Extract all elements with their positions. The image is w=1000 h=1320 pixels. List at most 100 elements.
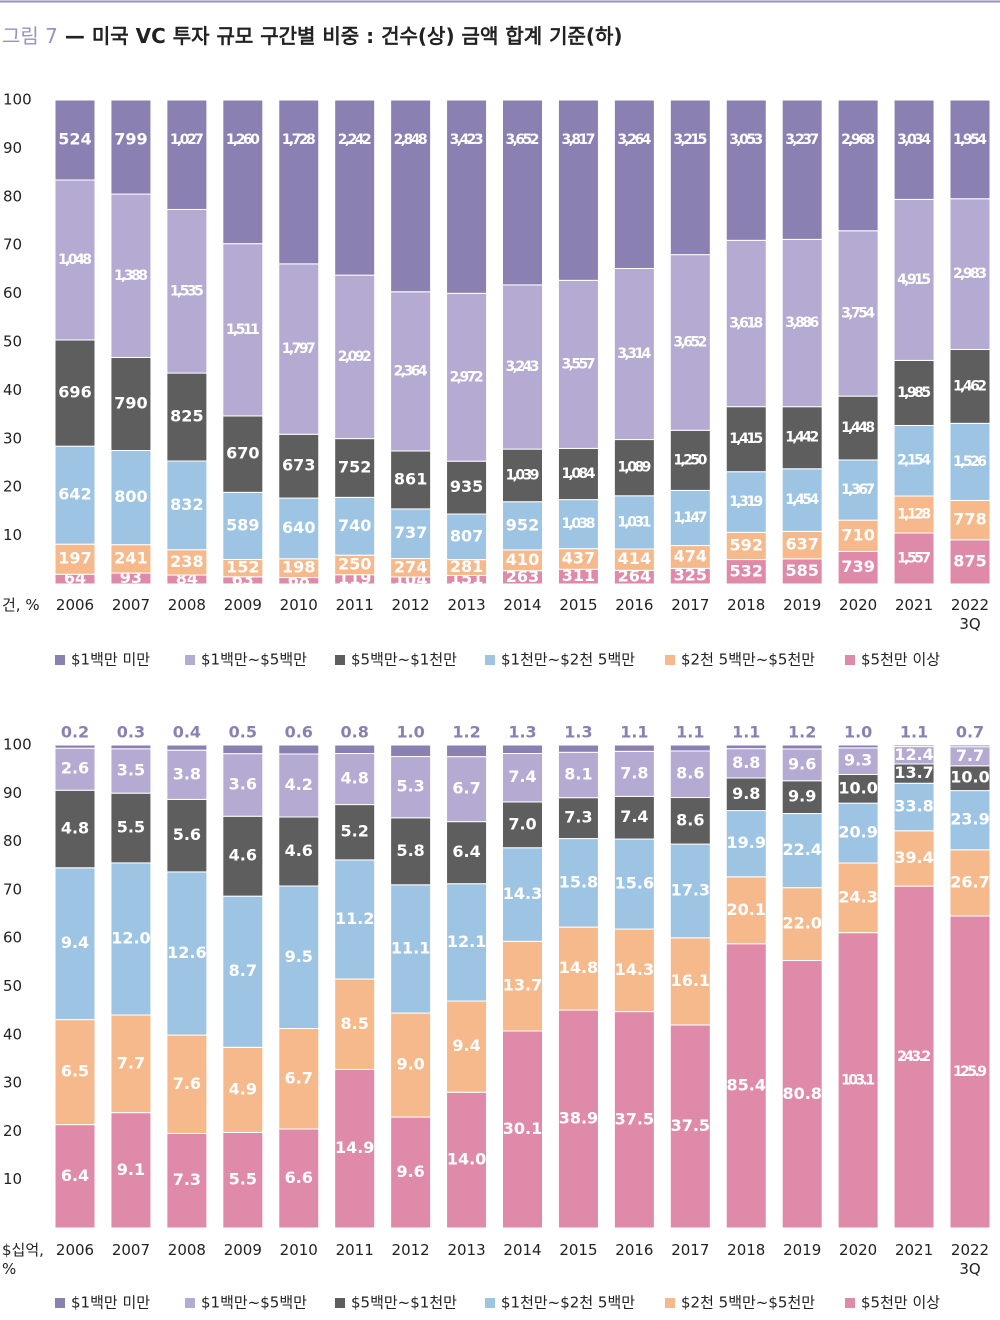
bar-segment xyxy=(446,99,488,294)
data-label: 3,886 xyxy=(785,315,819,331)
bar-segment xyxy=(669,744,711,752)
x-tick-label: 2019 xyxy=(783,1241,822,1259)
data-label: 2.6 xyxy=(61,759,89,778)
data-label: 1,319 xyxy=(729,494,763,510)
bar-segment xyxy=(893,744,935,748)
bar-segment xyxy=(166,1034,208,1134)
bar-segment xyxy=(334,1068,376,1229)
data-label: 125.9 xyxy=(953,1064,987,1080)
data-label: 807 xyxy=(450,526,483,545)
data-label: 7.7 xyxy=(117,1053,145,1072)
data-label: 16.1 xyxy=(671,971,710,990)
data-label: 1,535 xyxy=(170,283,204,299)
data-label: 3,215 xyxy=(673,132,707,148)
bar-segment xyxy=(893,830,935,887)
y-tick-label: 90 xyxy=(3,784,22,802)
data-label: 4.8 xyxy=(61,819,89,838)
y-tick-label: 80 xyxy=(3,187,22,205)
data-label: 4.9 xyxy=(229,1079,257,1098)
data-label: 311 xyxy=(562,566,595,585)
legend-label: $5백만~$1천만 xyxy=(351,651,457,669)
bar-segment xyxy=(502,501,543,551)
data-label: 8.1 xyxy=(564,764,592,783)
data-label: 1.1 xyxy=(676,723,704,742)
legend-swatch xyxy=(665,655,675,665)
y-tick-label: 100 xyxy=(3,736,32,754)
data-label: 1,031 xyxy=(617,514,651,530)
data-label: 3,754 xyxy=(841,305,875,321)
bar-segment xyxy=(110,744,152,750)
x-tick-label: 2017 xyxy=(671,596,710,614)
data-label: 4.8 xyxy=(341,769,369,788)
data-label: 17.3 xyxy=(671,880,710,899)
x-tick-label: 2009 xyxy=(223,596,262,614)
bar-segment xyxy=(669,99,711,256)
data-label: 7.4 xyxy=(620,807,648,826)
y-tick-label: 60 xyxy=(3,929,22,947)
legend-label: $5백만~$1천만 xyxy=(351,1294,457,1312)
legend-swatch xyxy=(845,655,855,665)
bar-segment xyxy=(54,1019,96,1126)
data-label: 4.6 xyxy=(229,846,257,865)
bar-segment xyxy=(557,744,599,753)
data-label: 696 xyxy=(58,383,91,402)
bar-segment xyxy=(390,99,432,293)
bar-segment xyxy=(222,753,264,817)
data-label: 243.2 xyxy=(897,1049,931,1065)
data-label: 14.0 xyxy=(447,1150,486,1169)
x-tick-label: 2021 xyxy=(894,1241,934,1259)
data-label: 1.2 xyxy=(788,723,816,742)
bar-segment xyxy=(725,810,767,878)
legend-label: $1백만 미만 xyxy=(71,1294,150,1312)
data-label: 7.7 xyxy=(956,746,984,765)
bar-segment xyxy=(166,460,208,551)
data-label: 3,652 xyxy=(673,334,707,350)
data-label: 39.4 xyxy=(894,848,933,867)
bar-segment xyxy=(837,99,879,232)
bar-segment xyxy=(949,849,991,917)
bar-segment xyxy=(893,495,935,534)
x-tick-label: 2020 xyxy=(839,1241,878,1259)
bar-segment xyxy=(669,1024,711,1229)
bar-segment xyxy=(110,1112,152,1229)
bar-segment xyxy=(390,450,432,510)
data-label: 10.0 xyxy=(838,778,877,797)
data-label: 1.2 xyxy=(452,723,480,742)
legend-label: $1천만~$2천 5백만 xyxy=(501,651,635,669)
bar-segment xyxy=(446,292,488,462)
bar-segment xyxy=(725,748,767,779)
bar-segment xyxy=(949,198,991,350)
bar-segment xyxy=(725,406,767,473)
legend-label: $1백만~$5백만 xyxy=(201,651,307,669)
data-label: 7.0 xyxy=(508,814,536,833)
y-tick-label: 50 xyxy=(3,333,22,351)
bar-segment xyxy=(837,747,879,776)
data-label: 6.7 xyxy=(452,779,480,798)
bar-segment xyxy=(837,550,879,585)
data-label: 9.3 xyxy=(844,751,872,770)
bar-segment xyxy=(613,928,655,1013)
data-label: 8.5 xyxy=(341,1014,369,1033)
bar-segment xyxy=(893,885,935,1229)
data-label: 778 xyxy=(953,510,986,529)
bar-segment xyxy=(837,744,879,749)
bar-segment xyxy=(502,1030,543,1229)
data-label: 2,364 xyxy=(394,363,428,379)
bar-segment xyxy=(725,99,767,241)
x-tick-label: 2014 xyxy=(503,1241,542,1259)
bar-segment xyxy=(613,495,655,550)
data-label: 5.5 xyxy=(229,1170,257,1189)
data-label: 5.6 xyxy=(173,825,201,844)
legend-label: $2천 5백만~$5천만 xyxy=(681,651,815,669)
legend-swatch xyxy=(665,1298,675,1308)
data-label: 2,092 xyxy=(338,349,372,365)
bar-segment xyxy=(781,813,823,889)
data-label: 0.2 xyxy=(61,723,89,742)
data-label: 2,983 xyxy=(953,266,987,282)
bar-segment xyxy=(725,777,767,812)
x-tick-label: 2013 xyxy=(447,596,486,614)
bar-segment xyxy=(893,424,935,497)
bar-segment xyxy=(334,744,376,755)
bar-segment xyxy=(949,422,991,501)
bar-segment xyxy=(110,99,152,195)
